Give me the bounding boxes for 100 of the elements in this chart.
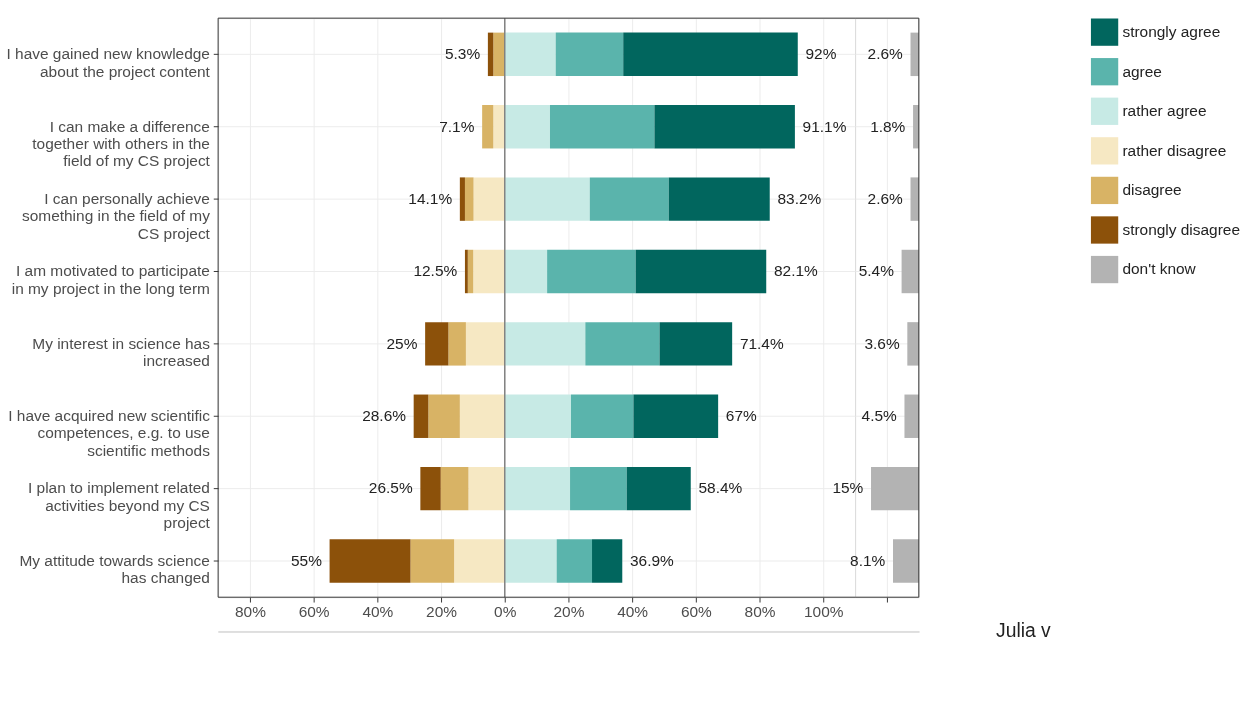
data-label: 15%: [832, 479, 864, 497]
x-tick-label: 60%: [298, 603, 330, 620]
x-tick-label: 20%: [553, 603, 585, 620]
bar: [465, 322, 505, 366]
bar: [493, 105, 505, 149]
text: Julia v: [996, 619, 1052, 641]
bar: [467, 249, 474, 294]
annotation: 7.1%: [439, 117, 475, 135]
annotation: 12.5%: [413, 262, 458, 280]
data-label: 2.6%: [867, 45, 904, 63]
bar: [892, 539, 919, 583]
bar: [549, 105, 655, 149]
bar: [454, 539, 505, 583]
x-tick-label: 40%: [362, 603, 394, 620]
bar: [555, 32, 624, 77]
annotation: 55%: [290, 551, 323, 569]
y-tick-label: I have gained new knowledge about the project content: [6, 45, 211, 80]
bar: [504, 539, 557, 583]
bar: [459, 177, 465, 221]
bar: [592, 539, 623, 583]
annotation: 25%: [386, 334, 418, 352]
x-tick-label: 100%: [803, 603, 844, 620]
annotation: 92%: [805, 45, 837, 63]
annotation: 82.1%: [773, 262, 818, 280]
bar: [504, 32, 556, 77]
bar: [493, 32, 505, 77]
bar: [464, 249, 468, 294]
y-tick-label: My interest in science has increased: [32, 334, 211, 370]
bar: [907, 322, 919, 366]
bar: [556, 539, 593, 583]
bar: [413, 394, 429, 438]
bar: [504, 105, 550, 149]
bar: [473, 249, 505, 294]
annotation: 83.2%: [777, 189, 822, 207]
x-tick-label: 80%: [234, 603, 267, 620]
data-label: 2.6%: [867, 189, 904, 207]
x-tick-label: 80%: [744, 603, 776, 620]
bar: [626, 466, 691, 511]
bar: [473, 177, 505, 221]
data-label: 4.5%: [861, 407, 898, 425]
data-label: 8.1%: [850, 551, 886, 569]
legend-label: don't know: [1122, 260, 1197, 278]
x-tick-label: 60%: [680, 603, 713, 620]
y-tick-label: I plan to implement related activities beyond my CS project: [27, 479, 211, 532]
legend-label: strongly agree: [1122, 22, 1221, 40]
bar: [904, 394, 919, 438]
bar: [654, 105, 795, 149]
bar: [668, 177, 770, 221]
bar: [504, 466, 571, 511]
annotation: 26.5%: [368, 479, 413, 497]
y-tick-label: I am motivated to participate in my project in the long term: [11, 262, 210, 297]
bar: [464, 177, 474, 221]
bar: [329, 539, 411, 583]
bar: [487, 32, 494, 77]
data-label: 1.8%: [870, 117, 906, 135]
y-tick-label: My attitude towards science has changed: [19, 551, 210, 587]
bar: [504, 177, 590, 221]
bar: [428, 394, 460, 438]
bar: [871, 466, 919, 511]
annotation: 71.4%: [739, 334, 784, 352]
x-tick-label: 20%: [426, 603, 458, 620]
x-tick-label: 0%: [494, 603, 517, 620]
bar: [425, 322, 449, 366]
bar: [448, 322, 466, 366]
annotation: 91.1%: [802, 117, 847, 135]
bar: [585, 322, 660, 366]
bar: [504, 322, 586, 366]
bar: [504, 394, 571, 438]
bar: [623, 32, 798, 77]
legend-label: rather agree: [1122, 102, 1207, 120]
y-tick-label: I have acquired new scientific competences, e.g. to use scientific methods: [8, 407, 211, 459]
bar: [440, 466, 469, 511]
annotation: 36.9%: [630, 551, 675, 569]
bar: [659, 322, 733, 366]
data-label: 5.4%: [858, 262, 895, 280]
x-tick-label: 40%: [617, 603, 649, 620]
bar: [571, 394, 634, 438]
y-tick-label: I can personally achieve something in the field of my CS project: [21, 189, 211, 242]
legend-label: rather disagree: [1122, 141, 1227, 159]
legend-label: strongly disagree: [1122, 220, 1240, 238]
bar: [459, 394, 505, 438]
bar: [901, 249, 919, 294]
bar: [420, 466, 441, 511]
legend-label: disagree: [1122, 181, 1182, 199]
bar: [547, 249, 636, 294]
bar: [589, 177, 669, 221]
bar: [570, 466, 627, 511]
bar: [635, 249, 767, 294]
y-tick-label: I can make a difference together with others in the field of my CS project: [32, 117, 211, 170]
annotation: 58.4%: [698, 479, 743, 497]
bar: [504, 249, 548, 294]
annotation: 28.6%: [362, 407, 407, 425]
bar: [468, 466, 505, 511]
bar: [482, 105, 494, 149]
bar: [410, 539, 455, 583]
annotation: 14.1%: [408, 189, 453, 207]
legend-label: agree: [1122, 62, 1162, 80]
data-label: 3.6%: [864, 334, 900, 352]
annotation: 67%: [725, 407, 758, 425]
bar: [633, 394, 719, 438]
